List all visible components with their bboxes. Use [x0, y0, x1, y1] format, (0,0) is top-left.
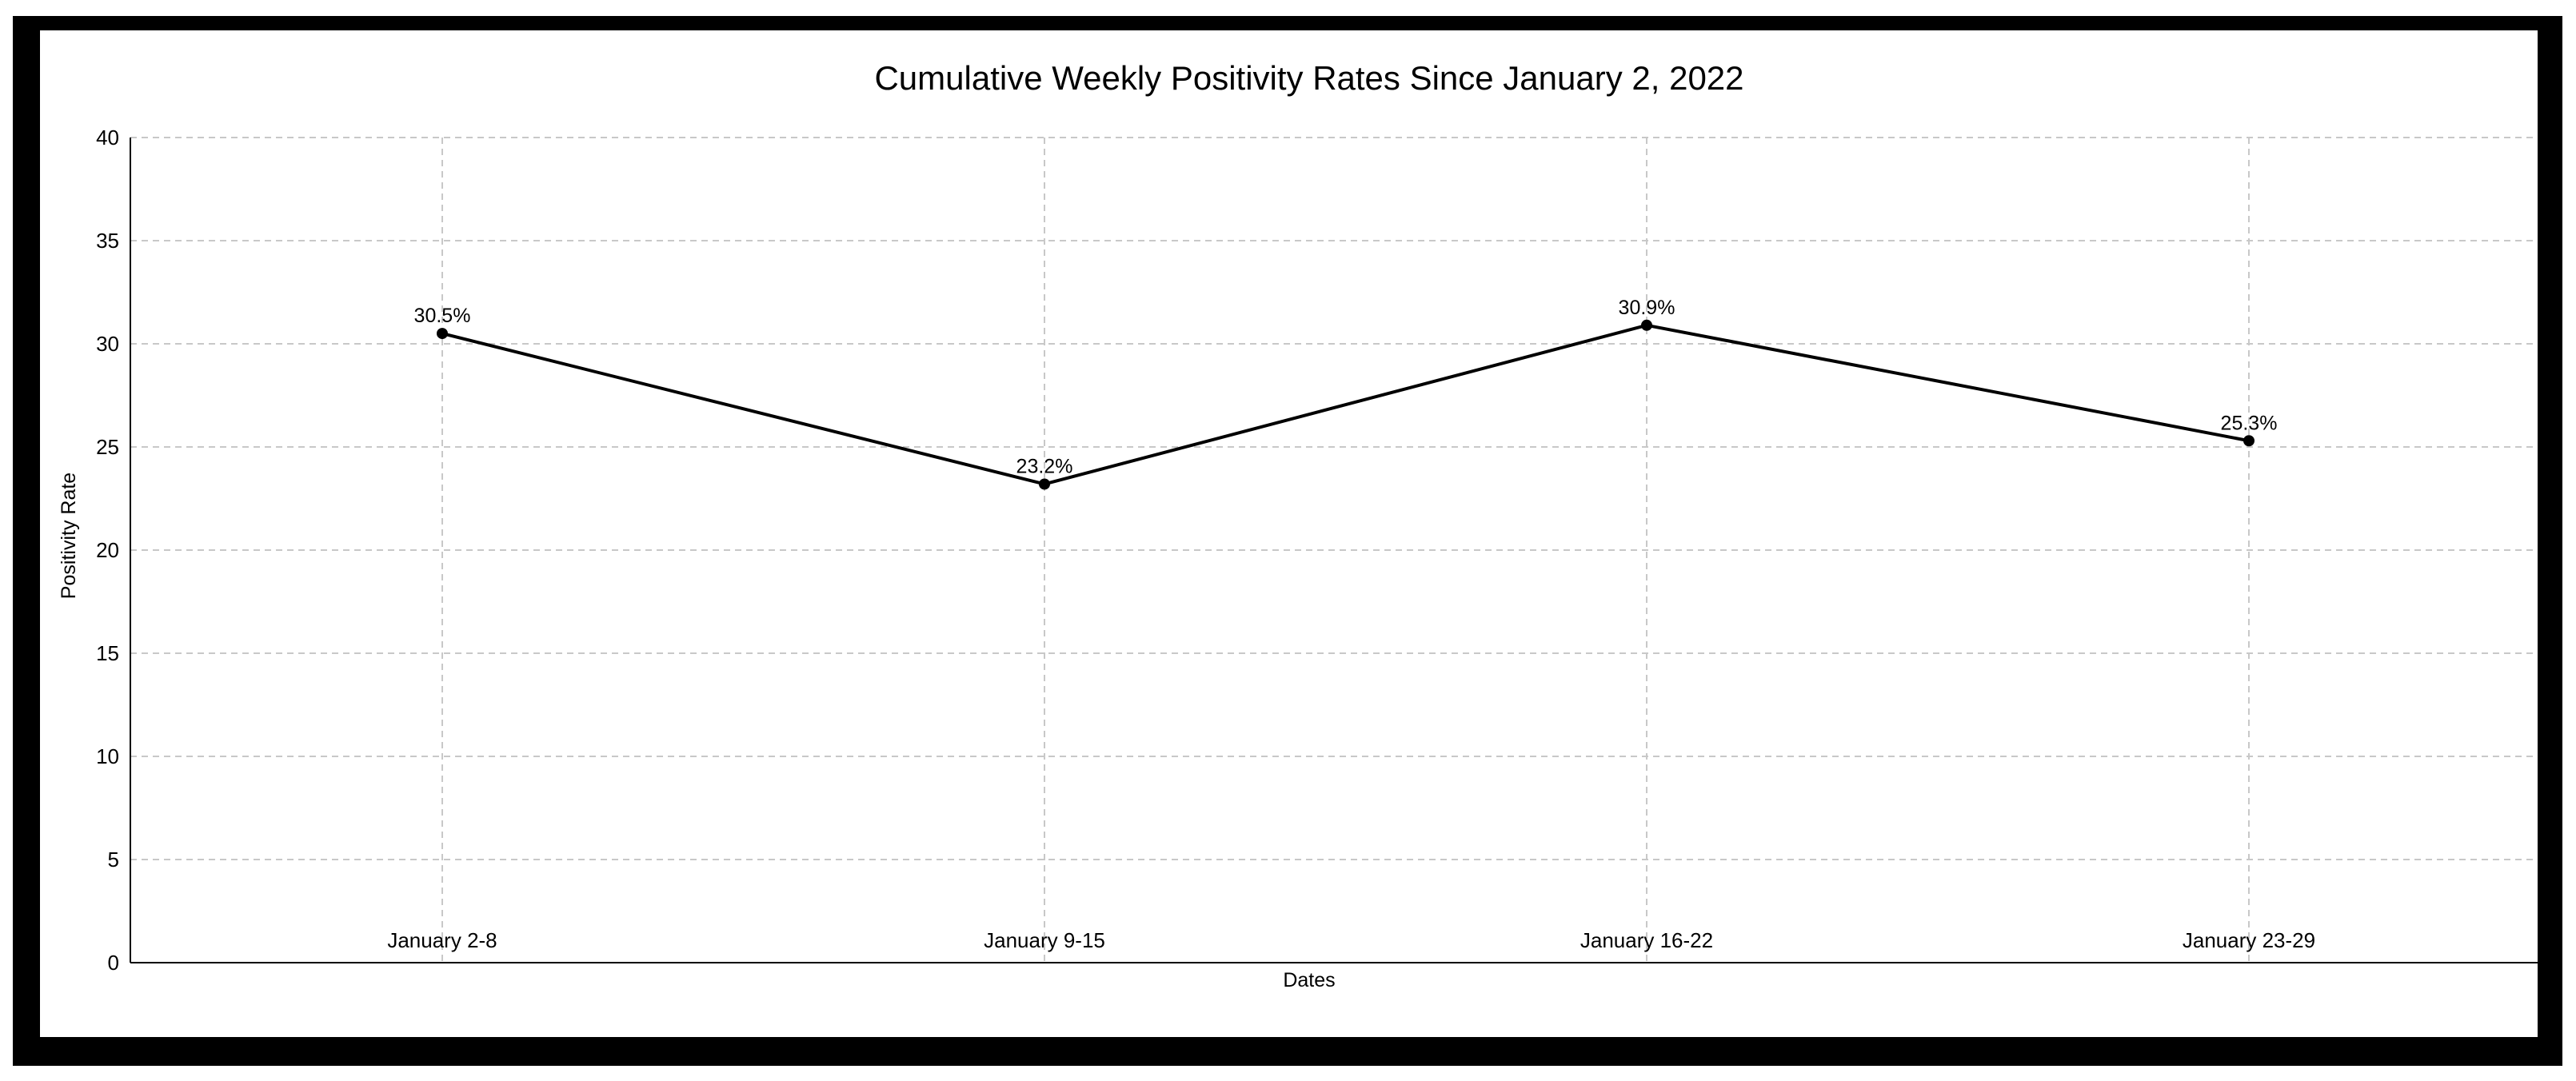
y-tick-label: 0 — [108, 951, 119, 975]
chart-panel: 0 5 10 15 20 25 30 35 40 January 2-8 January 9-15 J… — [40, 30, 2538, 1037]
x-tick-label: January 9-15 — [984, 928, 1105, 952]
y-tick-label: 15 — [96, 641, 119, 665]
data-point — [437, 328, 448, 340]
data-point — [1641, 319, 1652, 331]
data-point — [2243, 435, 2254, 447]
axes: 0 5 10 15 20 25 30 35 40 January 2-8 January 9-15 J… — [96, 126, 2538, 975]
data-label: 30.9% — [1619, 297, 1675, 319]
y-tick-label: 35 — [96, 229, 119, 253]
y-tick-label: 25 — [96, 435, 119, 459]
line-chart: 0 5 10 15 20 25 30 35 40 January 2-8 January 9-15 J… — [58, 59, 2538, 991]
y-tick-label: 40 — [96, 126, 119, 150]
y-tick-label: 20 — [96, 538, 119, 562]
data-label: 30.5% — [414, 305, 471, 327]
x-tick-label: January 16-22 — [1580, 928, 1713, 952]
series-polyline — [441, 323, 2250, 486]
grid — [130, 137, 2538, 963]
y-axis-label: Positivity Rate — [58, 473, 80, 599]
outer-frame: 0 5 10 15 20 25 30 35 40 January 2-8 January 9-15 J… — [13, 16, 2562, 1066]
data-label: 23.2% — [1016, 455, 1073, 477]
data-point — [1039, 478, 1050, 490]
x-tick-label: January 2-8 — [387, 928, 497, 952]
series-line — [441, 323, 2250, 486]
y-tick-label: 5 — [108, 848, 119, 872]
data-label: 25.3% — [2221, 412, 2278, 434]
chart-title: Cumulative Weekly Positivity Rates Since… — [874, 59, 1743, 97]
x-tick-label: January 23-29 — [2183, 928, 2315, 952]
x-axis-label: Dates — [1283, 969, 1335, 991]
y-tick-label: 10 — [96, 744, 119, 768]
y-tick-label: 30 — [96, 332, 119, 356]
data-points: 30.5% 23.2% 30.9% 25.3% — [414, 297, 2278, 490]
